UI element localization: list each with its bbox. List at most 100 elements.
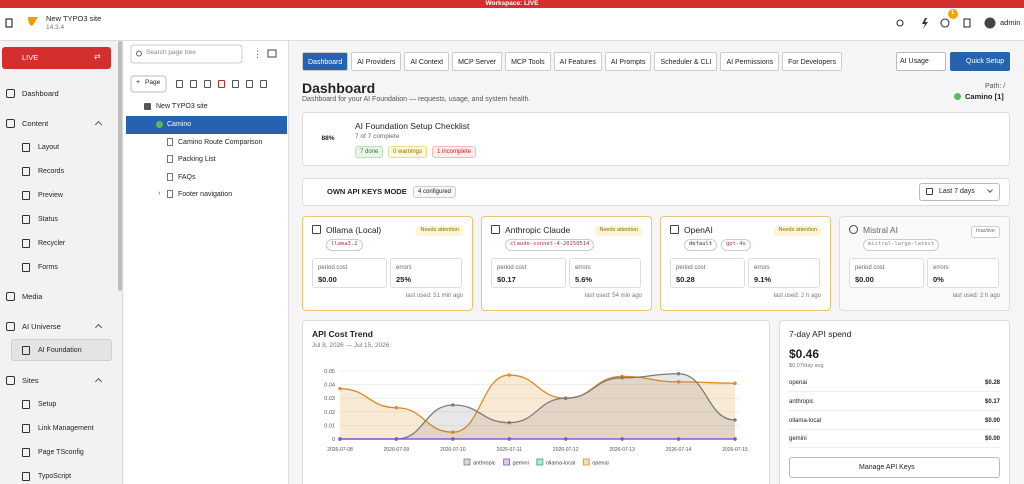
provider-icon (849, 225, 858, 234)
tab[interactable]: AI Providers (351, 52, 402, 71)
module-group[interactable]: Sites (22, 376, 39, 385)
stat-label: period cost (318, 265, 348, 271)
checklist-badge: 1 incomplete (432, 146, 477, 158)
module-icon (6, 322, 15, 331)
stat-value: $0.00 (318, 275, 337, 284)
spend-divider (789, 391, 1000, 392)
live-button[interactable] (2, 47, 111, 69)
module-item[interactable]: Setup (38, 401, 57, 408)
tree-node[interactable]: Footer navigation (178, 191, 233, 198)
checklist-status: 7 of 7 complete (355, 133, 400, 140)
spend-row-value: $0.00 (984, 436, 1000, 442)
tree-tool-icon[interactable] (190, 80, 197, 88)
stat-box (670, 258, 745, 288)
live-arrow: ⇄ (94, 52, 101, 61)
module-item[interactable]: Records (38, 168, 65, 175)
new-page-label[interactable]: Page (145, 79, 161, 86)
stat-label: errors (933, 265, 949, 271)
page-subtitle: Dashboard for your AI Foundation — reque… (302, 96, 531, 103)
module-icon (22, 424, 30, 433)
tree-tool-icon[interactable] (176, 80, 183, 88)
stat-label: period cost (497, 265, 527, 271)
range-label: Last 7 days (939, 188, 975, 195)
tree-tool-icon[interactable] (232, 80, 239, 88)
usage-select-label: AI Usage (900, 58, 929, 65)
tree-tool-icon[interactable] (204, 80, 211, 88)
spend-title: 7-day API spend (789, 329, 852, 339)
provider-name: Ollama (Local) (326, 225, 382, 235)
provider-status: Needs attention (774, 226, 821, 236)
module-item[interactable]: Link Management (38, 425, 94, 432)
provider-name: Anthropic Claude (505, 225, 571, 235)
provider-icon (491, 225, 500, 234)
tree-node[interactable]: Camino Route Comparison (178, 139, 263, 146)
module-icon (22, 448, 30, 457)
spend-divider (789, 429, 1000, 430)
tab[interactable]: For Developers (782, 52, 842, 71)
module-item[interactable]: TypoScript (38, 473, 72, 480)
stat-label: errors (396, 265, 412, 271)
spend-average: $0.07/day avg (789, 363, 824, 369)
module-item[interactable]: AI Foundation (38, 347, 82, 354)
tree-root[interactable]: New TYPO3 site (156, 103, 208, 110)
quick-setup-button[interactable] (950, 52, 1010, 71)
spend-row-label: gemini (789, 436, 807, 442)
quick-setup-label: Quick Setup (966, 58, 1005, 65)
module-item[interactable]: Page TSconfig (38, 449, 84, 456)
spend-row-value: $0.00 (984, 418, 1000, 424)
module-icon (22, 191, 30, 200)
tree-node[interactable]: FAQs (178, 174, 196, 181)
page-label: Camino [1] (965, 92, 1004, 101)
tab[interactable]: Scheduler & CLI (654, 52, 718, 71)
tree-expander: › (158, 190, 161, 197)
spend-divider (789, 447, 1000, 448)
module-selected (11, 339, 112, 361)
spend-row-label: ollama-local (789, 418, 822, 424)
tree-node[interactable]: Packing List (178, 156, 216, 163)
module-item[interactable]: Status (38, 216, 58, 223)
user-name: admin (1000, 18, 1021, 27)
tab[interactable]: AI Features (553, 52, 602, 71)
module-group[interactable]: Dashboard (22, 89, 59, 98)
tab[interactable]: MCP Tools (505, 52, 551, 71)
module-group[interactable]: AI Universe (22, 322, 61, 331)
spend-row-label: anthropic (789, 399, 814, 405)
tab[interactable]: AI Context (404, 52, 450, 71)
spend-row-value: $0.17 (984, 399, 1000, 405)
manage-keys-button[interactable] (789, 457, 1000, 478)
tree-node[interactable]: Camino (167, 121, 192, 128)
new-page-plus: + (136, 79, 141, 86)
provider-name: OpenAI (684, 225, 713, 235)
module-icon (6, 119, 15, 128)
module-item[interactable]: Forms (38, 264, 58, 271)
module-group[interactable]: Content (22, 119, 49, 128)
tab[interactable]: Dashboard (302, 52, 349, 71)
stat-value: $0.28 (676, 275, 695, 284)
tab[interactable]: MCP Server (452, 52, 503, 71)
provider-status: Needs attention (416, 226, 463, 236)
calendar-icon (926, 188, 933, 195)
range-select[interactable] (919, 183, 1000, 201)
module-item[interactable]: Layout (38, 144, 60, 151)
last-used: last used: 51 min ago (405, 293, 463, 299)
stat-label: errors (754, 265, 770, 271)
stat-box (390, 258, 462, 288)
module-item[interactable]: Preview (38, 192, 63, 199)
usage-select[interactable] (896, 52, 946, 71)
search-placeholder: Search page tree (146, 49, 196, 56)
tab[interactable]: AI Prompts (604, 52, 652, 71)
sidebar-scrollbar (118, 41, 122, 291)
tree-tool-icon[interactable] (246, 80, 253, 88)
tree-selected (126, 116, 287, 134)
tree-tool-icon[interactable] (260, 80, 267, 88)
module-group[interactable]: Media (22, 292, 43, 301)
module-item[interactable]: Recycler (38, 240, 66, 247)
tree-tool-icon[interactable] (218, 80, 225, 88)
tree-globe (156, 121, 163, 128)
tab[interactable]: AI Permissions (720, 52, 780, 71)
last-used: last used: 54 min ago (584, 293, 642, 299)
module-icon (22, 263, 30, 272)
module-icon (6, 376, 15, 385)
live-label: LIVE (22, 53, 39, 62)
